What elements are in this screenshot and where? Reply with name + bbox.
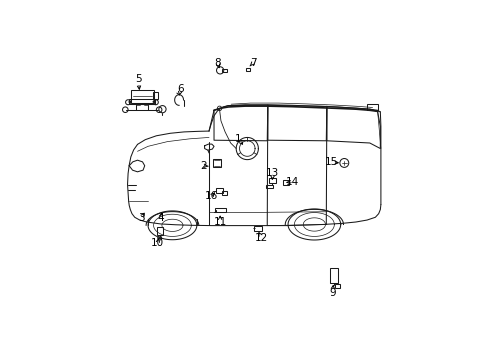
Text: 9: 9 bbox=[328, 288, 335, 298]
Text: 10: 10 bbox=[151, 238, 164, 248]
Bar bbox=[130, 90, 154, 103]
Text: 16: 16 bbox=[204, 191, 218, 201]
Bar bbox=[212, 159, 221, 167]
Text: 5: 5 bbox=[135, 74, 142, 84]
Text: 7: 7 bbox=[249, 58, 256, 68]
Text: 12: 12 bbox=[255, 233, 268, 243]
Text: 15: 15 bbox=[324, 157, 337, 167]
Bar bbox=[153, 93, 158, 99]
Bar bbox=[128, 99, 155, 104]
Bar bbox=[366, 104, 377, 110]
Text: 6: 6 bbox=[177, 84, 183, 94]
Bar bbox=[222, 69, 226, 72]
Bar bbox=[266, 185, 272, 188]
Text: 14: 14 bbox=[285, 177, 298, 187]
Bar bbox=[215, 188, 223, 193]
Bar bbox=[268, 177, 275, 183]
Bar bbox=[222, 191, 226, 194]
Bar bbox=[254, 226, 262, 231]
Text: 1: 1 bbox=[234, 134, 241, 144]
Bar bbox=[215, 208, 225, 212]
Bar bbox=[245, 68, 249, 71]
Text: 13: 13 bbox=[265, 168, 279, 179]
Bar bbox=[334, 284, 339, 288]
Text: 3: 3 bbox=[138, 213, 144, 224]
Text: 2: 2 bbox=[200, 161, 206, 171]
Bar bbox=[156, 227, 163, 235]
Text: 8: 8 bbox=[214, 58, 220, 68]
Bar bbox=[329, 268, 337, 283]
Bar bbox=[283, 180, 288, 185]
Text: 4: 4 bbox=[157, 213, 163, 224]
Text: 11: 11 bbox=[213, 217, 226, 227]
